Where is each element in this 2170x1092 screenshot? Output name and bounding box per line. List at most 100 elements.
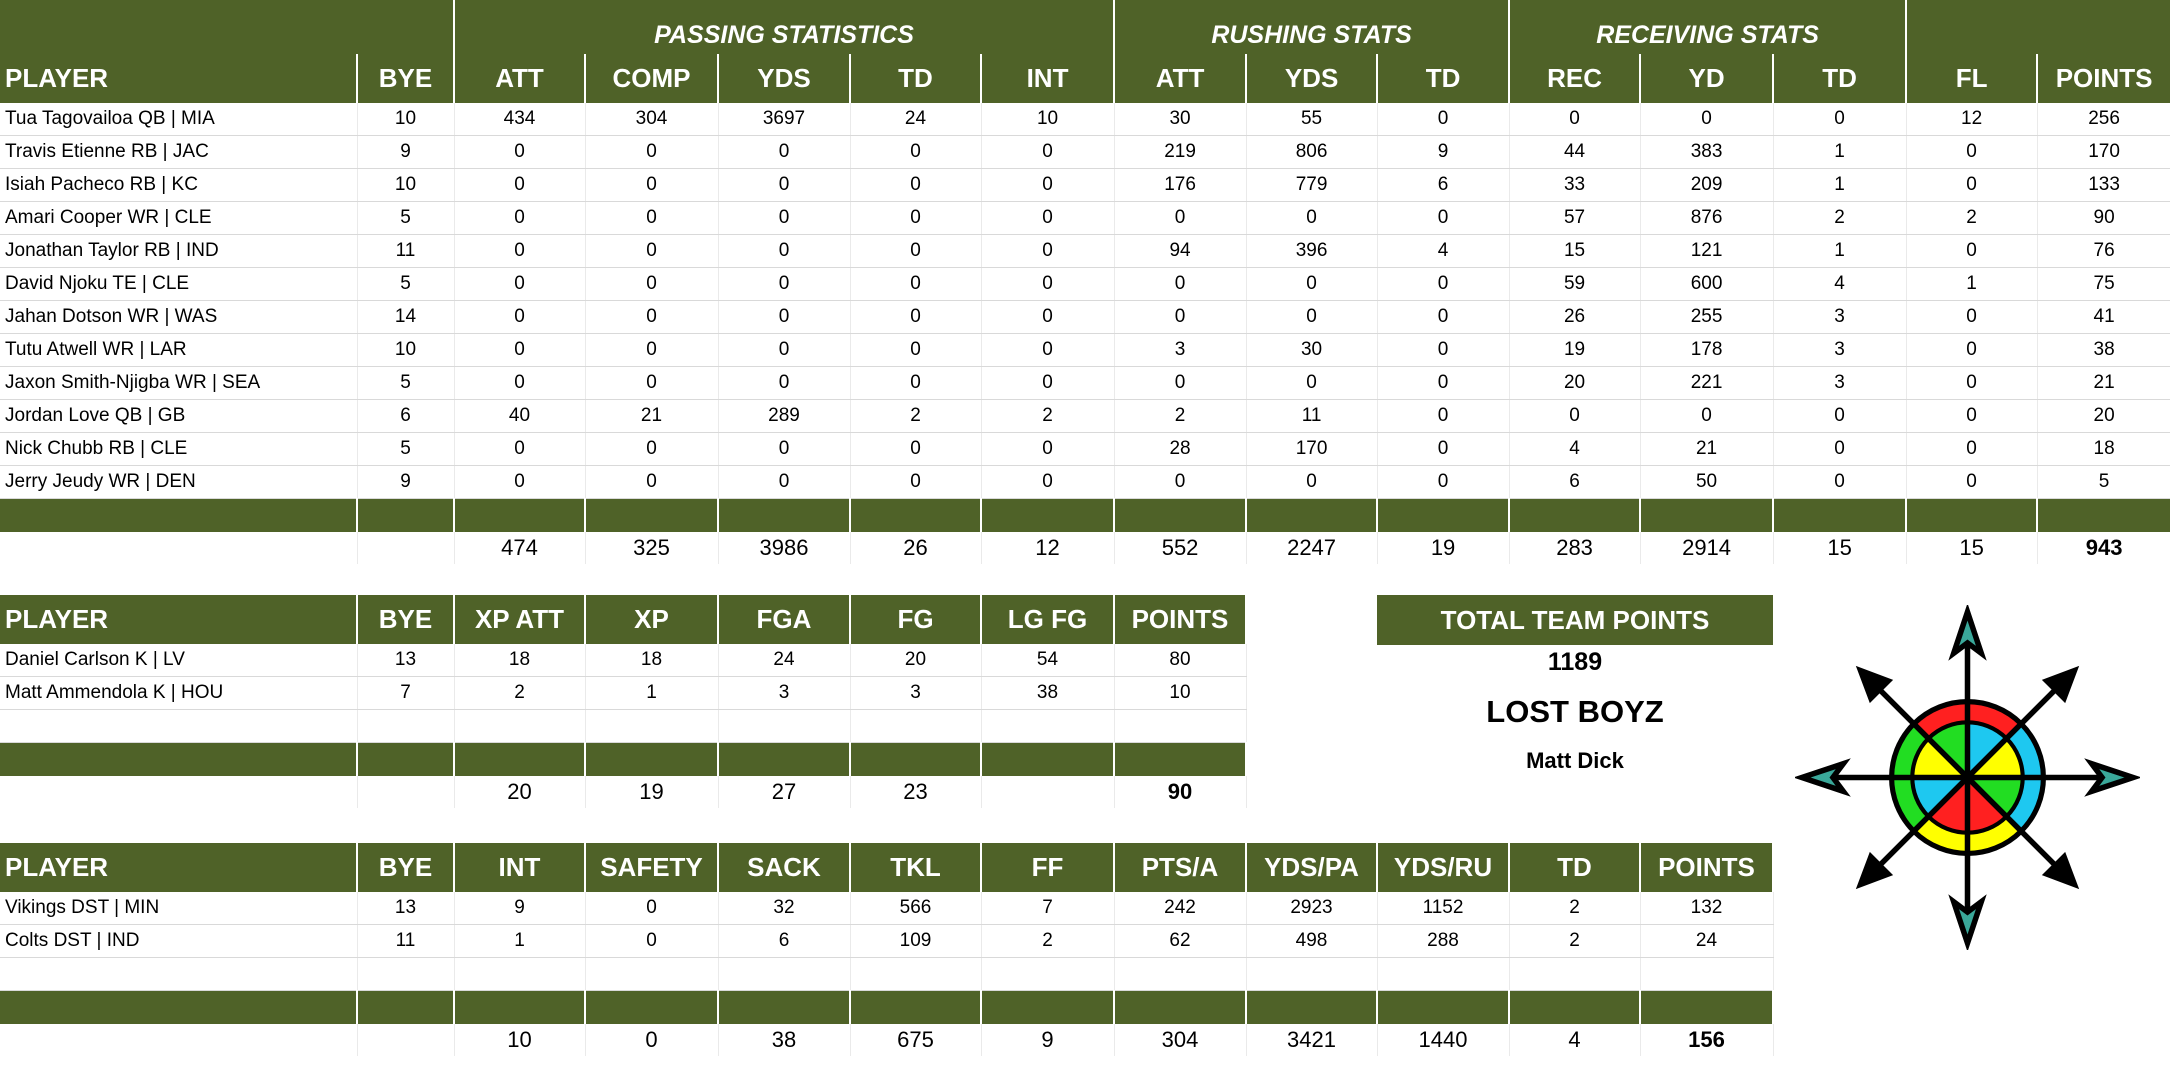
column-header[interactable]: XP ATT [454,595,586,644]
stat-cell: 0 [981,201,1115,235]
empty-row [0,957,1774,991]
stat-cell: 10 [1114,676,1247,710]
stat-cell: 59 [1509,267,1641,301]
column-header[interactable]: YDS [718,54,851,103]
column-header[interactable]: REC [1509,54,1642,103]
stat-cell: 0 [585,432,719,466]
stat-cell: 10 [357,333,455,367]
column-header[interactable]: POINTS [1114,595,1247,644]
table-row: Tutu Atwell WR | LAR 10 0 0 0 0 0 3 30 0 19 178 3 0 38 [0,333,2170,367]
column-header[interactable]: POINTS [2037,54,2170,103]
stat-cell: 3 [1773,300,1907,334]
column-header[interactable]: YDS/PA [1246,843,1378,892]
column-header[interactable]: PTS/A [1114,843,1247,892]
column-header[interactable]: TD [1773,54,1908,103]
column-header[interactable]: ATT [454,54,586,103]
stat-cell: 0 [718,201,851,235]
column-header[interactable]: PLAYER [0,54,358,103]
column-header[interactable]: YDS/RU [1377,843,1510,892]
column-header[interactable]: COMP [585,54,719,103]
column-header[interactable]: FGA [718,595,851,644]
stat-cell: 0 [1906,366,2038,400]
stat-cell: 2 [981,924,1115,958]
stat-cell: 0 [981,300,1115,334]
column-header[interactable]: YDS [1246,54,1379,103]
column-header[interactable]: TKL [850,843,982,892]
totals-row: 10 0 38 675 9 304 3421 1440 4 156 [0,1024,1774,1056]
total-cell [0,776,358,808]
band-cell [1114,990,1247,1024]
total-cell [357,1024,455,1056]
stat-cell: 5 [357,432,455,466]
player-name-cell: Travis Etienne RB | JAC [0,135,358,169]
stat-cell: 0 [1114,267,1247,301]
stat-cell: 2 [1773,201,1907,235]
stat-cell: 28 [1114,432,1247,466]
compass-wedge [2006,777,2044,832]
empty-cell [850,709,982,743]
column-header[interactable]: PLAYER [0,843,358,892]
stat-cell: 2 [1114,399,1247,433]
stat-cell: 170 [2037,135,2170,169]
stat-cell: 2923 [1246,892,1378,925]
column-header[interactable]: XP [585,595,719,644]
stat-cell: 209 [1640,168,1774,202]
column-header[interactable]: FF [981,843,1115,892]
stat-cell: 876 [1640,201,1774,235]
stat-cell: 0 [718,300,851,334]
column-header[interactable]: INT [454,843,586,892]
empty-cell [0,957,358,991]
stat-cell: 40 [454,399,586,433]
column-header[interactable]: BYE [357,595,455,644]
kicker-table: PLAYER BYE XP ATT XP FGA FG LG FG POINTS Daniel … [0,595,1247,808]
column-header[interactable]: POINTS [1640,843,1774,892]
empty-cell [0,709,358,743]
compass-wedge [1913,701,1968,739]
empty-cell [585,709,719,743]
team-name: LOST BOYZ [1486,694,1664,729]
column-header[interactable]: TD [1509,843,1641,892]
table-row: Colts DST | IND 11 1 0 6 109 2 62 498 288 2 24 [0,924,1774,958]
player-name-cell: Jonathan Taylor RB | IND [0,234,358,268]
column-header[interactable]: BYE [357,54,455,103]
column-header[interactable]: PLAYER [0,595,358,644]
stat-cell: 0 [1246,267,1378,301]
stat-cell: 75 [2037,267,2170,301]
column-header[interactable]: SAFETY [585,843,719,892]
total-cell [0,1024,358,1056]
stat-cell: 0 [454,135,586,169]
table-row: Jordan Love QB | GB 6 40 21 289 2 2 2 11 0 0 0 0 0 20 [0,399,2170,433]
stat-cell: 11 [357,924,455,958]
column-header[interactable]: FG [850,595,982,644]
column-header[interactable]: YD [1640,54,1775,103]
group-header-row: PASSING STATISTICS RUSHING STATS RECEIVING… [0,0,2170,54]
stat-cell: 0 [1114,366,1247,400]
column-header[interactable]: TD [850,54,982,103]
player-name-cell: Matt Ammendola K | HOU [0,676,358,710]
column-header[interactable]: FL [1906,54,2039,103]
column-header[interactable]: BYE [357,843,455,892]
stat-cell: 0 [1246,465,1378,499]
compass-wedge [1967,738,2023,778]
stat-cell: 13 [357,644,455,677]
column-header[interactable]: INT [981,54,1116,103]
stat-cell: 0 [454,234,586,268]
stat-cell: 0 [1773,399,1907,433]
stat-cell: 1 [585,676,719,710]
band-cell [585,742,719,776]
group-header: RECEIVING STATS [1509,0,1908,54]
compass-wedge [1967,777,2007,833]
total-cell [357,776,455,808]
column-header[interactable]: LG FG [981,595,1115,644]
band-cell [1640,990,1774,1024]
column-header[interactable]: TD [1377,54,1511,103]
stat-cell: 6 [357,399,455,433]
column-header[interactable]: ATT [1114,54,1248,103]
total-team-points-value: 1189 [1547,648,1603,676]
stat-cell: 26 [1509,300,1641,334]
stat-cell: 0 [1377,103,1510,136]
column-header[interactable]: SACK [718,843,851,892]
stat-cell: 4 [1773,267,1907,301]
player-name-cell: Colts DST | IND [0,924,358,958]
totals-row: 20 19 27 23 90 [0,776,1247,808]
